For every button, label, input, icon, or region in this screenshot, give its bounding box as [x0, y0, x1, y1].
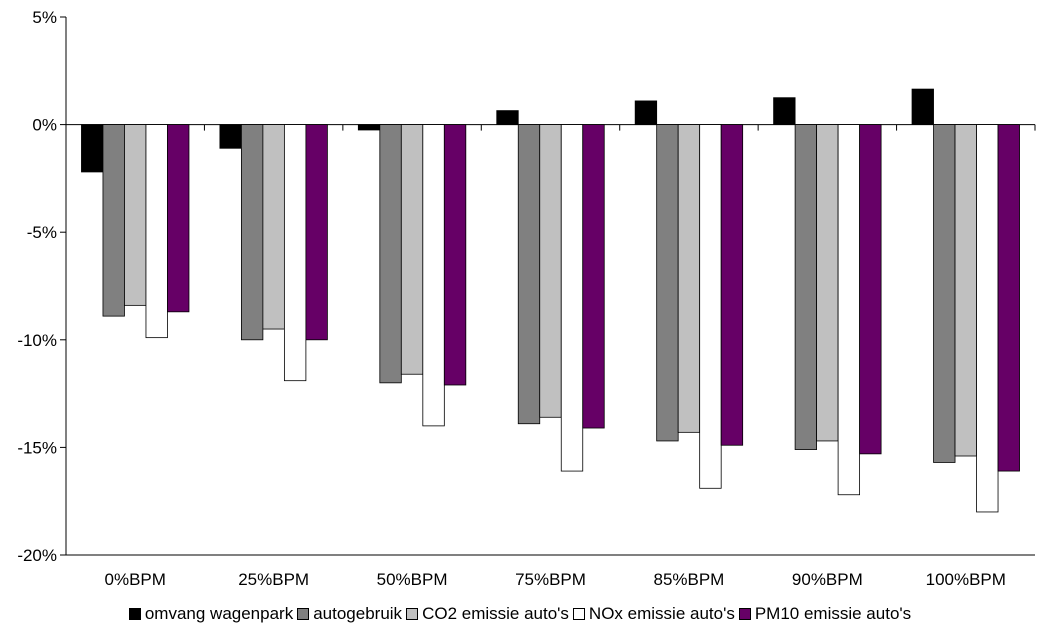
bar [773, 97, 796, 125]
bar [496, 110, 519, 125]
bar [81, 124, 104, 173]
bar [400, 124, 424, 375]
bar [305, 124, 328, 341]
legend-label: autogebruik [313, 604, 403, 623]
legend-swatch [738, 608, 751, 620]
bar [656, 124, 679, 442]
bar [560, 124, 584, 472]
chart-bars [81, 88, 1020, 513]
legend-item: autogebruik [297, 604, 402, 624]
legend-label: NOx emissie auto's [588, 604, 735, 623]
legend-item: NOx emissie auto's [572, 604, 735, 624]
bar [102, 124, 125, 317]
bar [634, 100, 658, 126]
bar [720, 124, 744, 446]
bar [379, 124, 402, 384]
bar [837, 124, 861, 496]
legend-swatch [572, 608, 585, 620]
bar [145, 124, 168, 339]
bar [219, 124, 242, 149]
legend-item: CO2 emissie auto's [406, 604, 569, 624]
bar [794, 124, 818, 450]
legend-swatch [406, 608, 419, 620]
legend-label: PM10 emissie auto's [754, 604, 912, 623]
y-tick-label: 5% [32, 8, 57, 27]
bar [167, 124, 190, 313]
x-tick-label: 0%BPM [105, 570, 166, 589]
x-tick-label: 100%BPM [926, 570, 1006, 589]
legend-item: omvang wagenpark [128, 604, 294, 624]
chart-labels: 5% 0% -5% -10% -15% -20% 0%BPM 25%BPM 50%BPM 75%B… [17, 8, 1006, 589]
bar [539, 124, 562, 418]
bar [262, 124, 285, 330]
legend-swatch [128, 608, 141, 620]
legend-item: PM10 emissie auto's [738, 604, 912, 624]
x-tick-label: 50%BPM [377, 570, 448, 589]
bar [124, 124, 147, 306]
bar [357, 124, 381, 131]
bar [517, 124, 541, 425]
legend-swatch [297, 608, 310, 620]
bar [976, 124, 999, 513]
bar [240, 124, 264, 341]
bar [911, 88, 934, 126]
x-tick-label: 25%BPM [238, 570, 309, 589]
y-tick-label: -15% [17, 438, 57, 457]
y-tick-label: -5% [27, 223, 57, 242]
y-tick-label: 0% [32, 116, 57, 135]
legend-label: omvang wagenpark [144, 604, 294, 623]
x-tick-label: 90%BPM [792, 570, 863, 589]
bar [443, 124, 467, 386]
bar [816, 124, 839, 442]
bar [677, 124, 701, 433]
bar [283, 124, 307, 382]
bar [859, 124, 882, 455]
y-tick-label: -20% [17, 546, 57, 565]
bar [954, 124, 977, 457]
y-tick-label: -10% [17, 331, 57, 350]
bar [997, 124, 1020, 472]
bar [933, 124, 956, 463]
x-tick-label: 85%BPM [653, 570, 724, 589]
bar-chart: 5% 0% -5% -10% -15% -20% 0%BPM 25%BPM 50%BPM 75%B… [17, 8, 1036, 589]
x-tick-label: 75%BPM [515, 570, 586, 589]
bar [582, 124, 605, 429]
chart-legend: omvang wagenpark autogebruik CO2 emissie a… [0, 604, 1040, 624]
legend-label: CO2 emissie auto's [422, 604, 569, 623]
bar [699, 124, 722, 489]
bar [422, 124, 445, 427]
